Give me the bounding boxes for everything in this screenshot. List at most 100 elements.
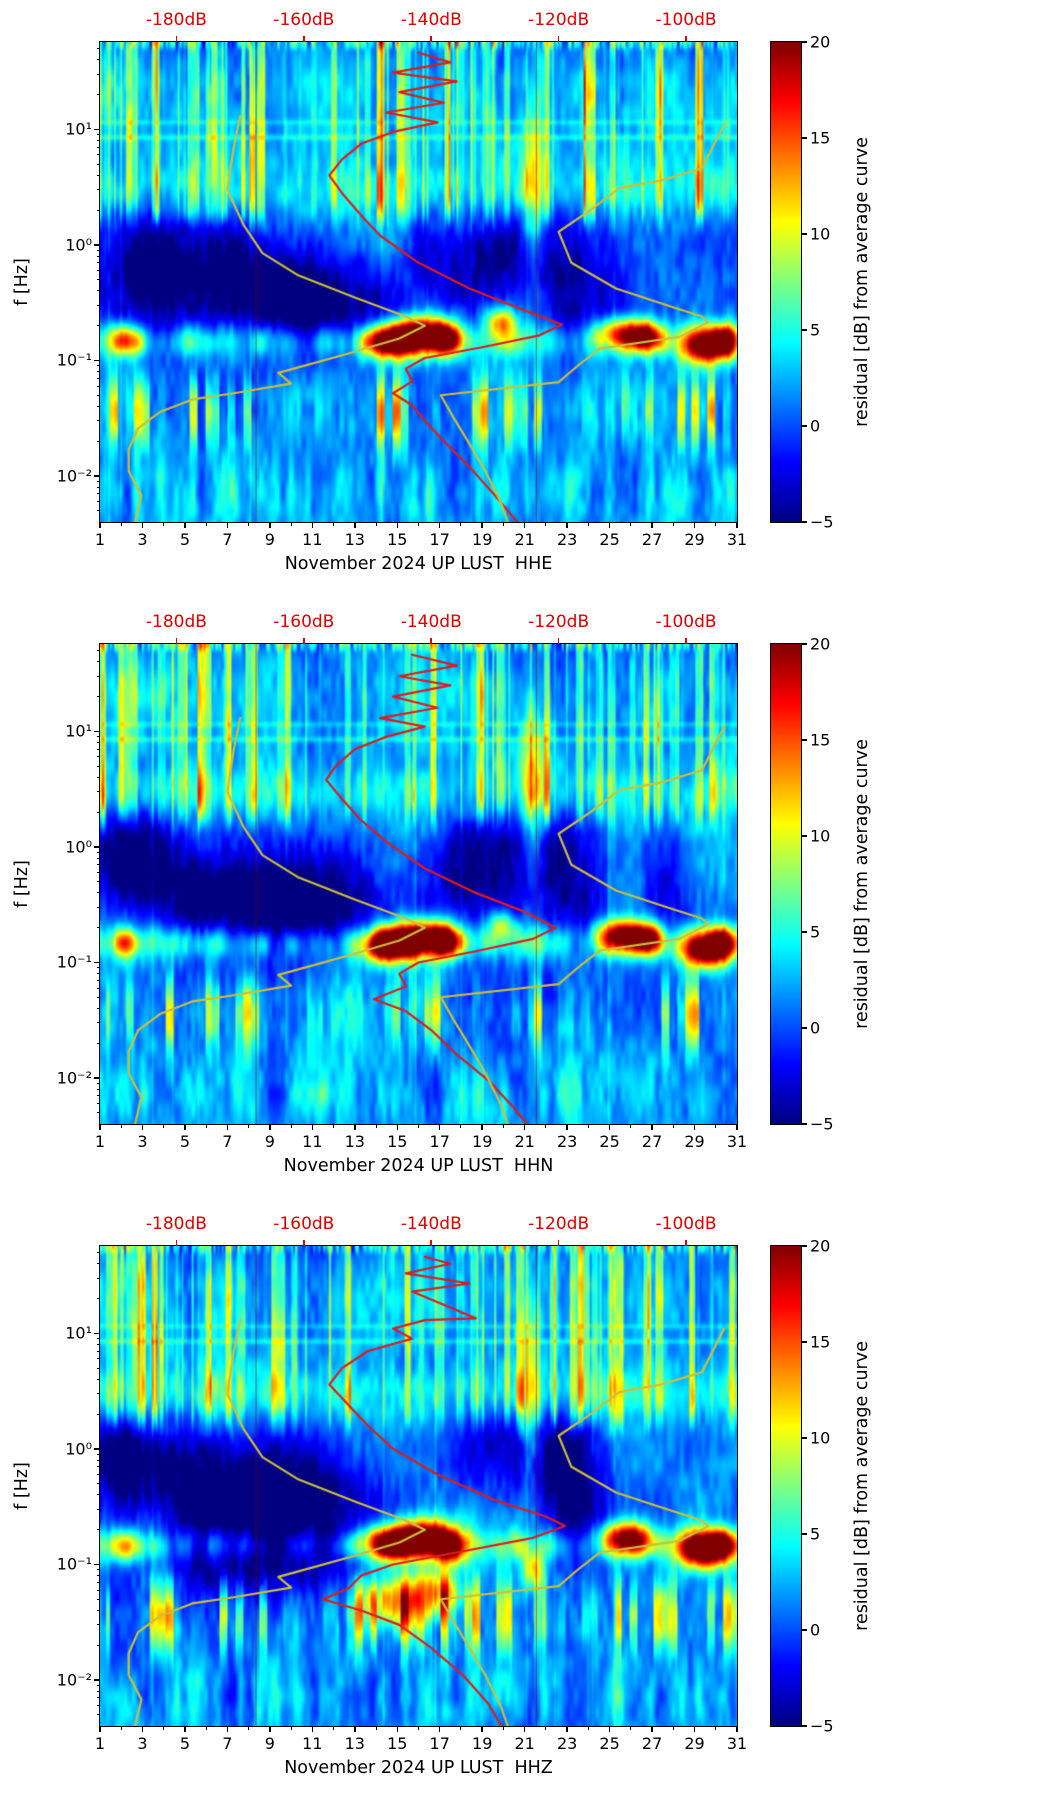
x-tick-label: 27 — [641, 530, 663, 549]
spectrogram-plot — [99, 1245, 738, 1727]
y-tick-label: 10¹ — [65, 119, 92, 139]
axis-tickmark — [801, 1725, 807, 1727]
x-tick-label: 25 — [599, 1132, 620, 1151]
colorbar-tick-label: 20 — [810, 1236, 831, 1256]
y-axis-label: f [Hz] — [12, 860, 32, 908]
colorbar-tick-label: −5 — [810, 1114, 834, 1134]
x-tick-label: 13 — [344, 530, 365, 549]
y-tick-label: 10⁻¹ — [56, 350, 92, 370]
x-tick-label: 31 — [726, 1734, 748, 1753]
x-axis-ticks: 1 3 5 7 9 11 13 15 17 19 21 23 25 27 29 31 — [95, 530, 747, 550]
colorbar-tick-label: 5 — [810, 922, 821, 942]
x-tick-label: 29 — [684, 530, 705, 549]
x-tick-label: 3 — [137, 530, 148, 549]
axis-tickmark — [801, 137, 807, 139]
axis-tickmark — [801, 1341, 807, 1343]
x-tick-label: 31 — [726, 530, 748, 549]
axis-tickmark — [801, 1533, 807, 1535]
axis-tickmark — [801, 931, 807, 933]
spectrogram-canvas — [100, 42, 737, 522]
y-axis-label: f [Hz] — [12, 1462, 32, 1510]
x-tick-label: 11 — [302, 530, 323, 549]
axis-tickmark — [801, 643, 807, 645]
spectrogram-canvas — [100, 1246, 737, 1726]
y-tick-label: 10⁻² — [56, 1670, 92, 1690]
spectrogram-plot — [99, 643, 738, 1125]
y-tick-label: 10⁰ — [65, 1439, 92, 1459]
top-axis-tick-label: -100dB — [655, 10, 717, 30]
x-tick-label: 17 — [429, 530, 450, 549]
x-tick-label: 1 — [94, 1132, 106, 1151]
colorbar-tick-label: 10 — [810, 224, 831, 244]
y-tick-label: 10¹ — [65, 721, 92, 741]
x-tick-label: 7 — [222, 1132, 233, 1151]
x-tick-label: 11 — [302, 1734, 323, 1753]
x-tick-label: 1 — [94, 1734, 106, 1753]
top-axis-tick-label: -100dB — [655, 612, 717, 632]
x-tick-label: 21 — [514, 1734, 535, 1753]
axis-tickmark — [801, 425, 807, 427]
colorbar — [770, 41, 802, 523]
x-tick-label: 27 — [641, 1132, 663, 1151]
axis-tickmark — [801, 233, 807, 235]
colorbar-tick-label: −5 — [810, 512, 834, 532]
x-tick-label: 13 — [344, 1734, 365, 1753]
top-axis-tick-label: -180dB — [145, 612, 207, 632]
x-tick-label: 17 — [429, 1132, 450, 1151]
x-tick-label: 29 — [684, 1734, 705, 1753]
x-tick-label: 9 — [264, 530, 275, 549]
x-tick-label: 25 — [599, 530, 620, 549]
x-tick-label: 9 — [264, 1734, 275, 1753]
x-tick-label: 23 — [556, 530, 578, 549]
x-tick-label: 5 — [179, 1132, 191, 1151]
x-tick-label: 9 — [264, 1132, 275, 1151]
x-tick-label: 11 — [302, 1132, 323, 1151]
x-tick-label: 19 — [472, 1734, 493, 1753]
spectrogram-plot — [99, 41, 738, 523]
axis-tickmark — [801, 1245, 807, 1247]
colorbar-tick-label: 5 — [810, 320, 821, 340]
y-tick-label: 10⁻¹ — [56, 952, 92, 972]
colorbar-label: residual [dB] from average curve — [852, 1341, 872, 1631]
y-tick-label: 10⁰ — [65, 837, 92, 857]
top-axis-tick-label: -160dB — [273, 1214, 335, 1234]
y-tick-label: 10⁻² — [56, 1068, 92, 1088]
colorbar-tick-label: 5 — [810, 1524, 821, 1544]
x-tick-label: 19 — [472, 1132, 493, 1151]
y-tick-label: 10⁻² — [56, 466, 92, 486]
colorbar-ticks: 20 15 10 5 0 −5 — [810, 33, 856, 532]
x-tick-label: 25 — [599, 1734, 620, 1753]
colorbar-tick-label: 10 — [810, 826, 831, 846]
colorbar-label: residual [dB] from average curve — [852, 739, 872, 1029]
top-axis-tick-label: -160dB — [273, 612, 335, 632]
colorbar-tick-label: 15 — [810, 128, 831, 148]
top-axis-tick-label: -140dB — [400, 10, 462, 30]
x-tick-label: 7 — [222, 530, 233, 549]
spectrogram-canvas — [100, 644, 737, 1124]
axis-tickmark — [801, 739, 807, 741]
axis-tickmark — [801, 41, 807, 43]
top-axis-tick-label: -180dB — [145, 10, 207, 30]
axis-tickmark — [801, 1629, 807, 1631]
colorbar-ticks: 20 15 10 5 0 −5 — [810, 635, 856, 1134]
axis-tickmark — [801, 1123, 807, 1125]
y-tick-label: 10¹ — [65, 1323, 92, 1343]
colorbar-label: residual [dB] from average curve — [852, 137, 872, 427]
colorbar-tick-label: 0 — [810, 1620, 821, 1640]
x-axis-label: November 2024 UP LUST HHE — [284, 554, 553, 574]
x-tick-label: 3 — [137, 1734, 148, 1753]
top-axis-tick-label: -120dB — [528, 10, 590, 30]
panel-hhz: -180dB -160dB -140dB -120dB -100dB f [Hz] 10… — [0, 1204, 1052, 1806]
axis-tickmark — [801, 1437, 807, 1439]
y-axis-label: f [Hz] — [12, 258, 32, 306]
x-tick-label: 3 — [137, 1132, 148, 1151]
axis-tickmark — [801, 329, 807, 331]
colorbar-tick-label: 0 — [810, 1018, 821, 1038]
x-tick-label: 23 — [556, 1132, 578, 1151]
x-tick-label: 15 — [387, 1734, 408, 1753]
x-axis-ticks: 1 3 5 7 9 11 13 15 17 19 21 23 25 27 29 31 — [95, 1132, 747, 1152]
x-tick-label: 5 — [179, 530, 191, 549]
x-tick-label: 29 — [684, 1132, 705, 1151]
top-axis-tick-label: -120dB — [528, 612, 590, 632]
axis-tickmark — [801, 521, 807, 523]
